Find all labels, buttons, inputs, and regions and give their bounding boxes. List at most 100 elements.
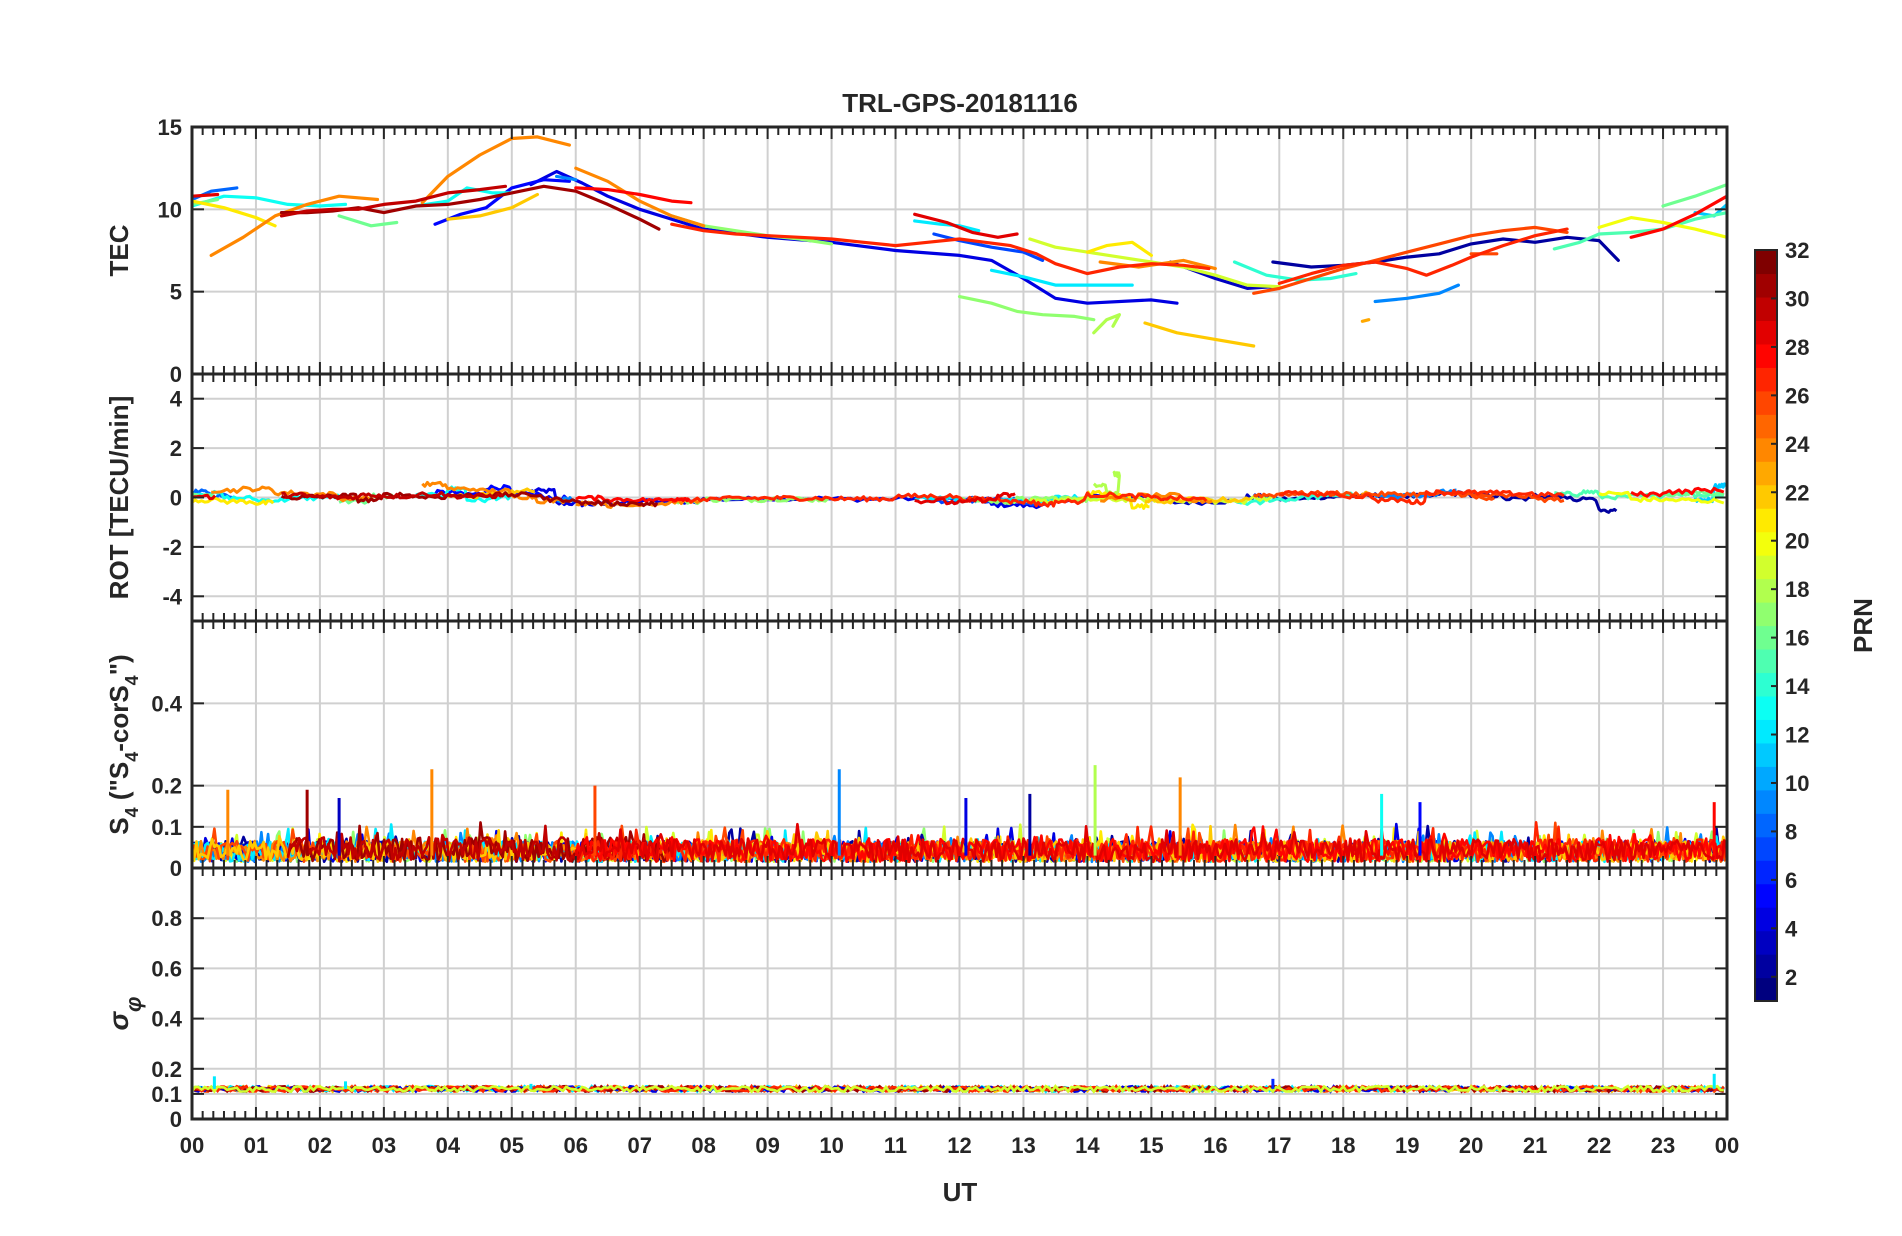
tec-series-line [446,192,539,221]
y-tick-label: 0 [170,486,182,511]
colorbar-tick-label: 26 [1785,383,1809,408]
colorbar-band [1755,343,1777,368]
x-tick-label: 07 [627,1133,651,1158]
colorbar-band [1755,625,1777,650]
tec-series-line [957,295,1096,322]
rot-series-line [211,485,374,503]
tec-series-line [1252,225,1569,295]
x-tick-label: 14 [1075,1133,1100,1158]
colorbar-tick-label: 6 [1785,868,1797,893]
tec-series-line [1373,283,1460,304]
colorbar-band [1755,578,1777,603]
x-tick-label: 03 [372,1133,396,1158]
data-layer [192,135,1727,348]
x-tick-label: 06 [564,1133,588,1158]
colorbar-frame [1754,249,1778,1002]
x-tick-label: 23 [1651,1133,1675,1158]
x-tick-label: 08 [691,1133,715,1158]
y-tick-label: 0.4 [151,1007,182,1032]
colorbar-band [1755,367,1777,392]
data-layer [192,1073,1725,1094]
colorbar-band [1755,437,1777,462]
y-tick-label: 0 [170,856,182,881]
y-tick-label: 0.4 [151,691,182,716]
y-tick-label: 0.8 [151,906,182,931]
panel-s4: 0 0.1 0.2 0.4 S4 ("S4-corS4") [104,619,1729,881]
tec-series-line [1085,240,1153,257]
rot-series-line [914,491,1016,506]
colorbar-band [1755,648,1777,674]
colorbar-tick-label: 4 [1785,916,1798,941]
colorbar-tick-label: 22 [1785,480,1809,505]
colorbar-band [1755,695,1777,720]
tec-series-line [1143,321,1256,348]
panel-sigma_phi: 00.10.2 0.4 0.6 0.8 σφ [103,866,1729,1132]
tec-series-line [192,194,348,208]
x-axis: 00 01 02 03 04 05 06 07 08 09 10 11 12 13 14 15 16 17 18 19… [180,1133,1739,1158]
colorbar-tick-label: 18 [1785,577,1809,602]
tec-series-line [279,184,507,218]
tec-series-line [1092,313,1121,335]
colorbar-tick-label: 12 [1785,723,1809,748]
y-tick-label: 5 [170,280,182,305]
tec-series-line [1232,260,1358,282]
y-tick-label: 2 [170,436,182,461]
rot-series-line [192,496,275,506]
y-axis-label: S4 ("S4-corS4") [104,654,142,834]
x-tick-label: 20 [1459,1133,1483,1158]
colorbar-tick-label: 24 [1785,432,1810,457]
colorbar-band [1755,461,1777,486]
colorbar-band [1755,883,1777,908]
y-tick-label: -4 [162,584,182,609]
rot-series-line [421,480,568,505]
colorbar-band [1755,813,1777,838]
y-tick-label: 0 [170,1107,182,1132]
colorbar-tick-label: 14 [1785,674,1810,699]
tec-series-line [574,166,706,228]
y-tick-label: 0.2 [151,774,182,799]
x-tick-label: 16 [1203,1133,1227,1158]
x-tick-label: 11 [884,1133,907,1158]
rot-series-line [1598,490,1725,505]
x-tick-label: 01 [244,1133,268,1158]
colorbar-band [1755,273,1777,298]
colorbar-band [1755,719,1777,744]
tec-series-line [433,178,571,226]
y-tick-label: 0 [170,362,182,387]
colorbar-band [1755,742,1777,767]
colorbar-tick-label: 28 [1785,335,1809,360]
colorbar-band [1755,484,1777,509]
panel-tec: 0 5 10 15 TEC [104,115,1729,387]
tec-series-line [1028,237,1281,289]
colorbar-band [1755,672,1777,697]
x-tick-label: 12 [947,1133,971,1158]
x-tick-label: 04 [436,1133,461,1158]
colorbar-band [1755,977,1777,1002]
colorbar-band [1755,766,1777,791]
y-tick-label: 4 [170,387,183,412]
y-axis-label: ROT [TECU/min] [104,396,134,600]
colorbar-tick-label: 8 [1785,819,1797,844]
colorbar-band [1755,414,1777,439]
colorbar-band [1755,320,1777,345]
tec-series-line [192,192,220,198]
tec-series-line [1277,227,1569,285]
x-tick-label: 19 [1395,1133,1419,1158]
x-tick-label: 17 [1267,1133,1291,1158]
x-tick-label: 02 [308,1133,332,1158]
tec-series-line [1552,211,1727,251]
y-axis-label: σφ [103,996,146,1030]
colorbar-band [1755,602,1777,627]
y-tick-label: -2 [162,535,182,560]
rot-series-line [1630,486,1725,498]
tec-series-line [913,212,1019,239]
tec-series-line [555,174,578,182]
x-tick-label: 13 [1011,1133,1035,1158]
colorbar-band [1755,296,1777,322]
sigma-series-line [192,1083,1724,1094]
tec-series-line [337,214,399,228]
colorbar-band [1755,789,1777,814]
colorbar-band [1755,836,1777,861]
